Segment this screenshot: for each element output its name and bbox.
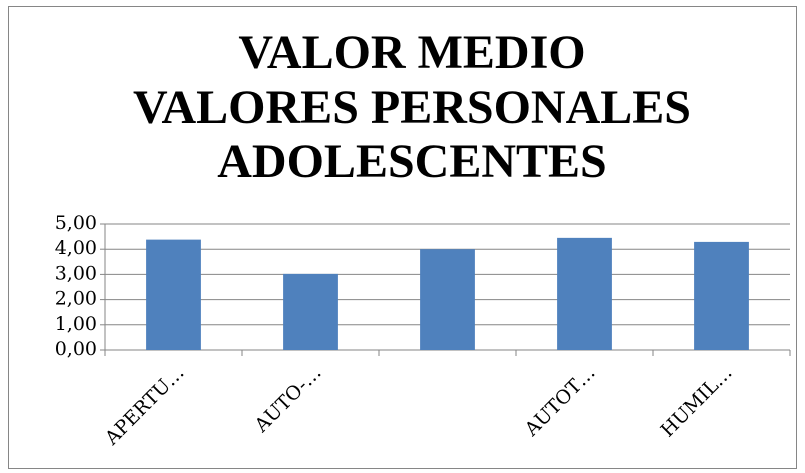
y-tick-label: 5,00: [55, 212, 97, 234]
y-tick-label: 3,00: [55, 262, 97, 284]
chart-title: ADOLESCENTES: [217, 135, 606, 188]
bar: [557, 237, 612, 350]
chart-title: VALORES PERSONALES: [133, 81, 691, 134]
chart-title: VALOR MEDIO: [238, 26, 585, 79]
y-tick-label: 2,00: [55, 288, 97, 310]
y-tick-label: 0,00: [55, 338, 97, 360]
bar: [283, 273, 338, 350]
bar: [420, 249, 475, 350]
y-tick-label: 1,00: [55, 313, 97, 335]
y-tick-label: 4,00: [55, 237, 97, 259]
bar: [694, 241, 749, 350]
chart-border: [8, 6, 797, 469]
bar: [146, 239, 201, 350]
